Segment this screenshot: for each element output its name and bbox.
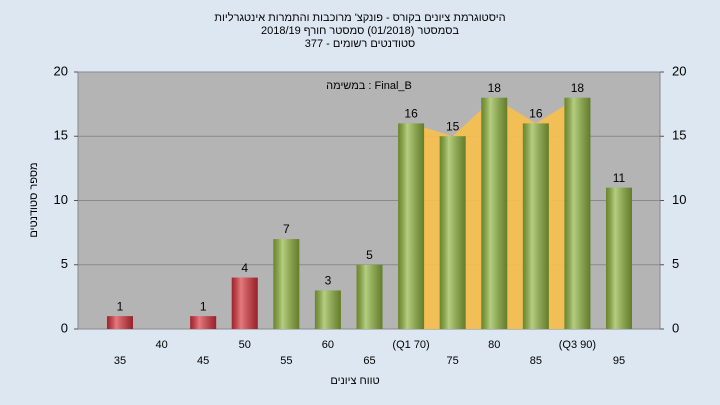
bar-shine (398, 123, 425, 330)
value-label: 16 (529, 107, 543, 121)
value-label: 3 (325, 274, 332, 288)
bar-shine (481, 97, 508, 329)
title-line: בסמסטר (01/2018) סמסטר חורף 2018/19 (261, 25, 459, 37)
x-tick-label: 75 (447, 355, 459, 367)
value-label: 16 (404, 107, 418, 121)
x-tick-label: (Q1 70) (392, 339, 429, 351)
x-tick-label: 35 (114, 355, 126, 367)
bar-shine (314, 290, 341, 329)
bar-shine (190, 316, 217, 329)
y-tick-label: 20 (54, 63, 68, 78)
title-line: היסטוגרמת ציונים בקורס - פונקצ' מרוכבות … (214, 11, 505, 24)
bar-shine (273, 239, 300, 329)
value-label: 1 (117, 299, 124, 313)
bar-shine (564, 97, 591, 329)
y2-tick-label: 0 (672, 320, 679, 335)
bar-shine (606, 187, 632, 329)
value-label: 15 (446, 119, 460, 133)
bar-shine (107, 316, 133, 329)
y2-tick-label: 5 (672, 256, 679, 271)
x-tick-label: 95 (613, 355, 625, 367)
title-line: סטודנטים רשומים - 377 (305, 38, 416, 50)
y-tick-label: 15 (54, 128, 68, 143)
x-tick-label: 65 (363, 355, 375, 367)
value-label: 18 (488, 81, 502, 95)
x-tick-label: 60 (322, 339, 334, 351)
y2-tick-label: 10 (672, 192, 686, 207)
y2-tick-label: 15 (672, 128, 686, 143)
y-tick-label: 10 (54, 192, 68, 207)
bar-shine (439, 136, 466, 329)
x-tick-label: 55 (280, 355, 292, 367)
value-label: 1 (200, 299, 207, 313)
x-axis-label: טווח ציונים (330, 375, 379, 387)
bar-shine (231, 277, 258, 329)
annotation: Final_B : במשימה (326, 80, 412, 92)
value-label: 11 (613, 171, 626, 185)
x-tick-label: 80 (488, 339, 500, 351)
bar-shine (522, 123, 549, 330)
x-tick-label: (Q3 90) (559, 339, 596, 351)
x-tick-label: 85 (530, 355, 542, 367)
y-tick-label: 5 (61, 256, 68, 271)
x-tick-label: 50 (239, 339, 251, 351)
x-tick-label: 40 (155, 339, 167, 351)
bar-shine (356, 264, 383, 329)
value-label: 7 (283, 222, 290, 236)
y2-tick-label: 20 (672, 63, 686, 78)
y-axis-label: מספר סטודנטים (28, 162, 40, 237)
value-label: 5 (366, 248, 373, 262)
value-label: 4 (241, 261, 248, 275)
x-tick-label: 45 (197, 355, 209, 367)
y-tick-label: 0 (61, 320, 68, 335)
value-label: 18 (571, 81, 585, 95)
